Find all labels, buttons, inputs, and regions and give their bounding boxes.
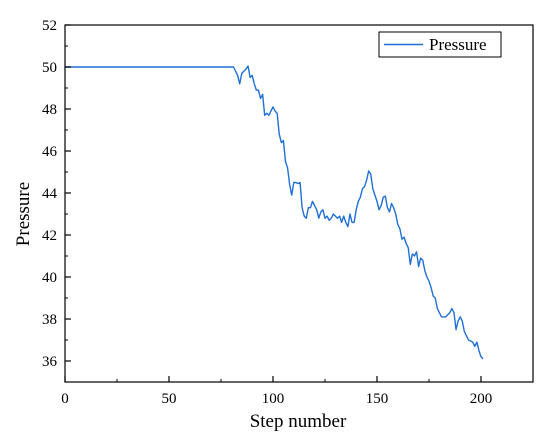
x-tick-label: 50	[162, 391, 177, 407]
y-tick-label: 52	[42, 18, 57, 34]
y-axis-ticks: 36 38 40 42 44 46 48 50 52	[42, 18, 71, 370]
y-tick-label: 42	[42, 228, 57, 244]
y-tick-label: 38	[42, 312, 57, 328]
x-tick-label: 0	[61, 391, 69, 407]
plot-area	[64, 24, 534, 383]
y-tick-label: 46	[42, 144, 58, 160]
x-tick-label: 150	[366, 391, 389, 407]
legend: Pressure	[378, 31, 502, 58]
x-axis-title: Step number	[250, 411, 347, 432]
y-tick-label: 48	[42, 102, 57, 118]
y-tick-label: 40	[42, 270, 57, 286]
legend-label: Pressure	[429, 35, 487, 54]
y-tick-label: 44	[42, 186, 58, 202]
plot-frame	[64, 24, 534, 383]
x-axis-ticks: 0 50 100 150 200	[61, 376, 492, 407]
x-tick-label: 200	[470, 391, 493, 407]
y-axis-title: Pressure	[13, 182, 34, 246]
y-tick-label: 36	[42, 354, 58, 370]
series-line-pressure	[65, 65, 484, 360]
y-tick-label: 50	[42, 60, 57, 76]
x-tick-label: 100	[262, 391, 285, 407]
